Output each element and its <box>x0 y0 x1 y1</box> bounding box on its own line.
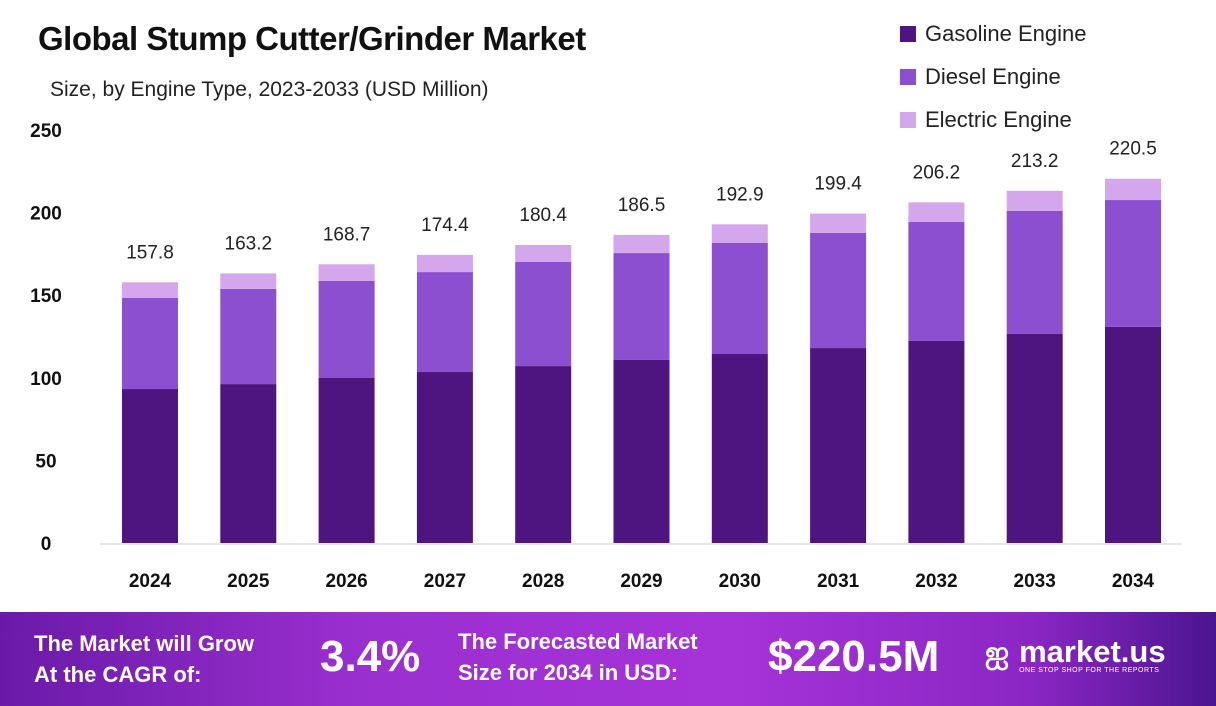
bar-segment-electric-engine <box>318 264 375 281</box>
bar-segment-gasoline-engine <box>613 359 670 543</box>
data-label: 186.5 <box>618 195 666 216</box>
logo-tagline: ONE STOP SHOP FOR THE REPORTS <box>1019 666 1160 674</box>
data-label: 168.7 <box>323 224 371 245</box>
cagr-value: 3.4% <box>320 632 421 681</box>
legend-label: Diesel Engine <box>925 63 1061 89</box>
bar-segment-diesel-engine <box>1006 210 1063 335</box>
legend-swatch <box>900 68 916 85</box>
data-label: 157.8 <box>126 242 174 263</box>
legend-swatch <box>900 25 916 42</box>
market-us-logo: ஐ market.us ONE STOP SHOP FOR THE REPORT… <box>985 636 1166 674</box>
legend-item-diesel: Diesel Engine <box>900 55 1086 98</box>
bar-segment-diesel-engine <box>810 232 867 349</box>
x-tick-label: 2025 <box>227 571 270 592</box>
x-tick-label: 2024 <box>129 571 172 592</box>
legend-item-gasoline: Gasoline Engine <box>900 12 1086 55</box>
bar-segment-gasoline-engine <box>1105 326 1161 543</box>
cagr-label: The Market will Grow At the CAGR of: <box>34 628 254 690</box>
chart-title: Global Stump Cutter/Grinder Market <box>38 20 586 57</box>
bar-segment-electric-engine <box>711 224 768 243</box>
bar-segment-gasoline-engine <box>220 384 277 543</box>
bar-segment-diesel-engine <box>416 272 473 373</box>
bar-segment-diesel-engine <box>711 242 768 355</box>
x-tick-label: 2032 <box>915 571 957 592</box>
x-tick-label: 2029 <box>620 571 662 592</box>
forecast-label-line: Size for 2034 in USD: <box>458 660 679 685</box>
x-tick-label: 2034 <box>1112 571 1155 592</box>
data-label: 206.2 <box>913 162 961 183</box>
bar-segment-diesel-engine <box>122 298 178 390</box>
forecast-label: The Forecasted Market Size for 2034 in U… <box>458 626 698 688</box>
cagr-label-line: At the CAGR of: <box>34 662 202 687</box>
data-label: 220.5 <box>1109 139 1157 160</box>
y-tick-label: 50 <box>35 451 56 472</box>
bar-segment-electric-engine <box>810 213 867 233</box>
legend-label: Electric Engine <box>925 106 1072 132</box>
bar-segment-diesel-engine <box>220 288 277 385</box>
chart-subtitle: Size, by Engine Type, 2023-2033 (USD Mil… <box>50 78 489 101</box>
x-tick-label: 2026 <box>325 571 367 592</box>
data-label: 174.4 <box>421 215 469 236</box>
logo-name: market.us <box>1019 633 1166 669</box>
bar-segment-electric-engine <box>515 244 572 262</box>
bar-segment-gasoline-engine <box>1006 334 1063 543</box>
bar-segment-diesel-engine <box>613 253 670 360</box>
bar-segment-electric-engine <box>613 234 670 254</box>
bar-segment-gasoline-engine <box>711 354 768 543</box>
cagr-label-line: The Market will Grow <box>34 631 255 656</box>
y-tick-label: 0 <box>41 534 52 555</box>
bar-segment-gasoline-engine <box>515 366 572 543</box>
bar-segment-electric-engine <box>122 282 178 299</box>
bar-segment-electric-engine <box>908 202 965 223</box>
data-label: 163.2 <box>225 233 273 254</box>
x-tick-label: 2027 <box>424 571 466 592</box>
x-tick-label: 2028 <box>522 571 564 592</box>
y-tick-label: 200 <box>30 204 62 225</box>
data-label: 213.2 <box>1011 151 1059 172</box>
bar-segment-diesel-engine <box>1105 200 1161 327</box>
forecast-label-line: The Forecasted Market <box>458 629 698 654</box>
legend-label: Gasoline Engine <box>925 20 1087 46</box>
data-label: 180.4 <box>519 205 567 226</box>
bar-segment-electric-engine <box>1105 178 1161 201</box>
bar-segment-electric-engine <box>220 273 277 289</box>
bar-segment-gasoline-engine <box>122 389 178 543</box>
bar-segment-electric-engine <box>416 254 473 273</box>
bar-segment-electric-engine <box>1006 190 1063 211</box>
bar-segment-gasoline-engine <box>318 377 375 543</box>
forecast-value: $220.5M <box>768 632 940 681</box>
y-tick-label: 100 <box>30 369 62 390</box>
y-tick-label: 150 <box>30 286 62 307</box>
bar-segment-diesel-engine <box>318 280 375 378</box>
data-label: 199.4 <box>814 174 862 195</box>
x-tick-label: 2031 <box>817 571 860 592</box>
bar-segment-diesel-engine <box>908 222 965 341</box>
bar-segment-gasoline-engine <box>416 372 473 543</box>
y-tick-label: 250 <box>30 121 62 142</box>
legend: Gasoline Engine Diesel Engine Electric E… <box>900 12 1086 141</box>
bar-segment-gasoline-engine <box>810 348 867 543</box>
data-label: 192.9 <box>716 184 764 205</box>
logo-icon: ஐ <box>985 636 1010 669</box>
legend-item-electric: Electric Engine <box>900 98 1086 141</box>
x-tick-label: 2033 <box>1014 571 1056 592</box>
bar-segment-diesel-engine <box>515 261 572 367</box>
x-tick-label: 2030 <box>719 571 761 592</box>
footer-banner: The Market will Grow At the CAGR of: 3.4… <box>0 612 1216 706</box>
bar-segment-gasoline-engine <box>908 340 965 543</box>
chart-plot: 0 50 100 150 200 250 157.8 2024 163.2 2025 168.7 20… <box>30 121 1182 592</box>
legend-swatch <box>900 111 916 128</box>
